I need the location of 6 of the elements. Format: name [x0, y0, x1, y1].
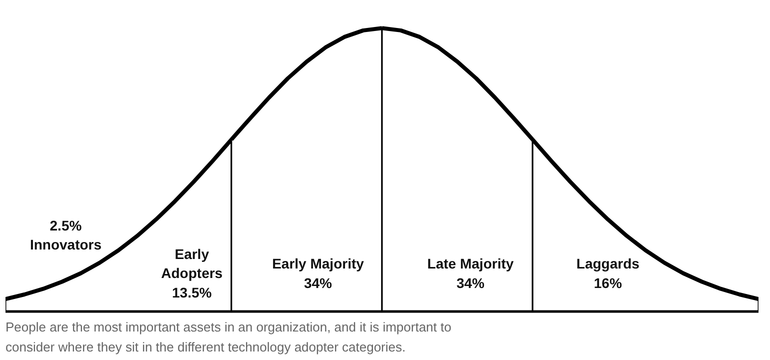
annotation: Early Adopters 13.5% — [161, 246, 223, 300]
annotation: 2.5% Innovators — [30, 217, 102, 253]
annotation: Late Majority 34% — [427, 256, 514, 291]
text: People are the most important assets in an organization, and it is important to consider where they sit in the different technology adopter categories. — [6, 319, 452, 354]
annotation: Early Majority 34% — [272, 256, 364, 291]
annotation: Laggards 16% — [576, 256, 640, 291]
